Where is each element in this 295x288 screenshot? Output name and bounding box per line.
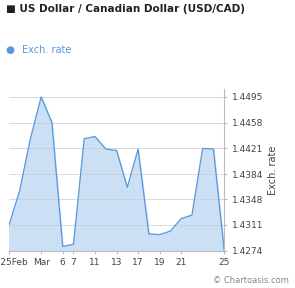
- Text: Exch. rate: Exch. rate: [22, 45, 71, 55]
- Y-axis label: Exch. rate: Exch. rate: [268, 145, 278, 195]
- Text: ■ US Dollar / Canadian Dollar (USD/CAD): ■ US Dollar / Canadian Dollar (USD/CAD): [6, 4, 245, 14]
- Text: © Chartoasis.com: © Chartoasis.com: [213, 276, 289, 285]
- Text: ●: ●: [6, 45, 15, 55]
